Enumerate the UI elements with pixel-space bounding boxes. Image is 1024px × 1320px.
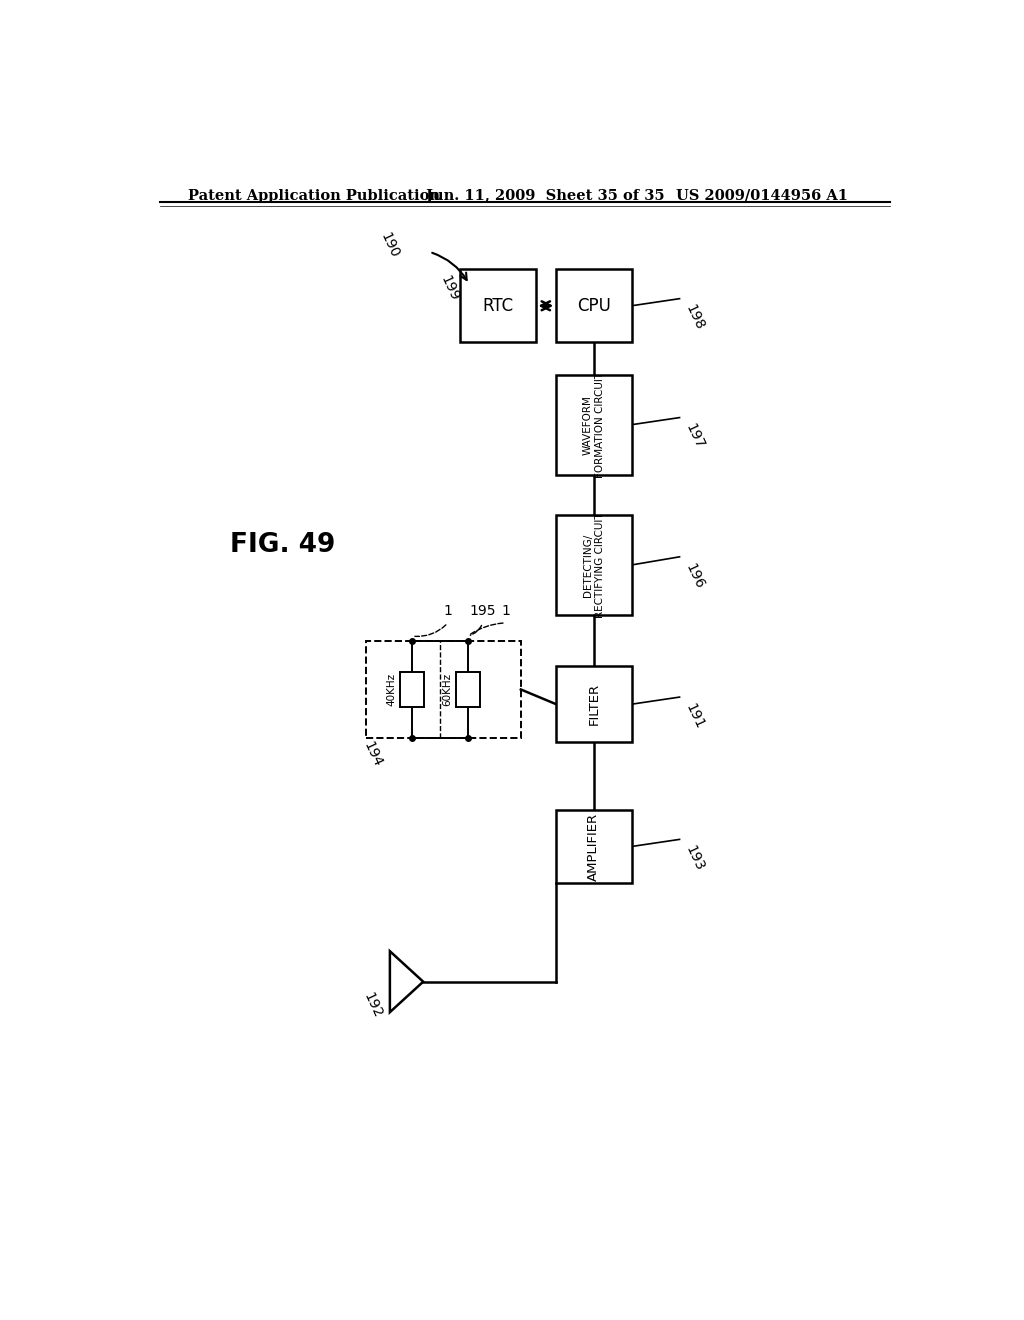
Text: RTC: RTC <box>482 297 513 314</box>
Text: 194: 194 <box>360 739 384 770</box>
Text: US 2009/0144956 A1: US 2009/0144956 A1 <box>676 189 848 203</box>
Text: 190: 190 <box>378 231 401 261</box>
FancyBboxPatch shape <box>556 269 632 342</box>
Text: FIG. 49: FIG. 49 <box>230 532 336 557</box>
Text: 191: 191 <box>683 701 707 731</box>
Text: Patent Application Publication: Patent Application Publication <box>187 189 439 203</box>
FancyBboxPatch shape <box>400 672 424 708</box>
Text: 199: 199 <box>437 273 462 304</box>
FancyBboxPatch shape <box>556 515 632 615</box>
Text: Jun. 11, 2009  Sheet 35 of 35: Jun. 11, 2009 Sheet 35 of 35 <box>426 189 665 203</box>
Text: 1: 1 <box>443 603 453 618</box>
Text: 193: 193 <box>683 843 707 874</box>
Text: 1: 1 <box>502 603 510 618</box>
Text: 192: 192 <box>360 990 384 1020</box>
Text: FILTER: FILTER <box>588 684 600 725</box>
Text: WAVEFORM
FORMATION CIRCUIT: WAVEFORM FORMATION CIRCUIT <box>583 372 605 478</box>
Text: 197: 197 <box>683 421 707 451</box>
FancyBboxPatch shape <box>556 375 632 474</box>
FancyBboxPatch shape <box>456 672 479 708</box>
Text: 60KHz: 60KHz <box>441 673 452 706</box>
Text: 40KHz: 40KHz <box>386 673 396 706</box>
FancyBboxPatch shape <box>367 642 521 738</box>
FancyBboxPatch shape <box>460 269 536 342</box>
Text: 196: 196 <box>683 561 707 591</box>
Text: DETECTING/
RECTIFYING CIRCUIT: DETECTING/ RECTIFYING CIRCUIT <box>583 512 605 618</box>
Text: 195: 195 <box>469 603 496 618</box>
FancyBboxPatch shape <box>556 810 632 883</box>
FancyBboxPatch shape <box>556 667 632 742</box>
Text: CPU: CPU <box>577 297 610 314</box>
Text: 198: 198 <box>683 302 707 333</box>
Text: AMPLIFIER: AMPLIFIER <box>588 812 600 880</box>
